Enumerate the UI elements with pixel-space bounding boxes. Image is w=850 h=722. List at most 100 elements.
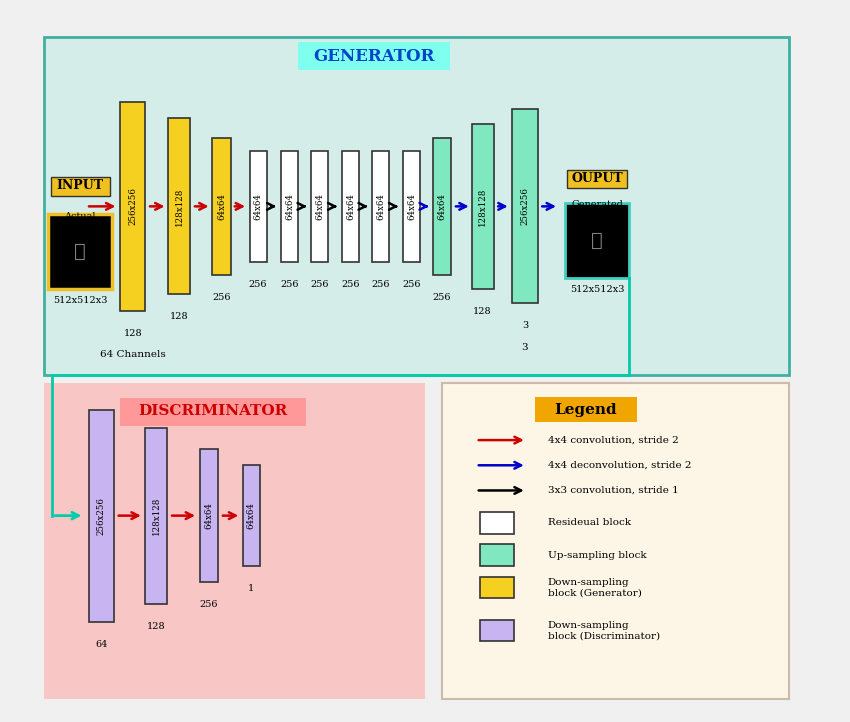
FancyArrowPatch shape [267,203,274,209]
Text: 512x512x3: 512x512x3 [570,285,624,295]
Bar [281,151,298,262]
Text: 4x4 deconvolution, stride 2: 4x4 deconvolution, stride 2 [548,461,691,470]
Text: Generated
T2 image: Generated T2 image [571,200,623,219]
Text: Down-sampling
block (Discriminator): Down-sampling block (Discriminator) [548,621,660,640]
Text: 128x128: 128x128 [152,497,161,535]
Text: 256: 256 [433,292,451,302]
Bar [120,399,306,426]
Text: 128: 128 [123,329,142,338]
Text: INPUT: INPUT [57,179,104,192]
Bar [168,118,190,295]
FancyArrowPatch shape [420,203,427,209]
Text: Legend: Legend [555,403,617,417]
Text: 256x256: 256x256 [128,188,137,225]
Text: ✋: ✋ [74,242,86,261]
Text: 256x256: 256x256 [97,497,106,534]
Bar [472,123,494,289]
FancyArrowPatch shape [456,203,466,209]
Text: 64: 64 [95,640,108,648]
Text: 256x256: 256x256 [520,188,530,225]
FancyArrowPatch shape [389,203,396,209]
FancyArrowPatch shape [55,513,78,519]
Text: 256: 256 [280,280,298,289]
Bar [480,620,514,641]
Text: 64x64: 64x64 [346,193,355,219]
Bar [43,383,425,699]
Bar [564,203,629,278]
Text: Resideual block: Resideual block [548,518,631,527]
Bar [145,427,167,604]
Bar [250,151,267,262]
FancyArrowPatch shape [479,462,521,469]
FancyArrowPatch shape [298,203,304,209]
Text: 64 Channels: 64 Channels [99,350,166,360]
Bar [120,102,145,310]
Text: 256: 256 [212,292,231,302]
FancyArrowPatch shape [359,203,366,209]
Text: 256: 256 [402,280,421,289]
Bar [403,151,420,262]
Text: 64x64: 64x64 [246,503,256,529]
Bar [480,544,514,566]
Text: 64x64: 64x64 [205,503,213,529]
Bar [200,449,218,582]
Bar [48,214,112,289]
Bar [567,170,626,188]
Text: 128x128: 128x128 [478,187,487,225]
Bar [536,397,637,422]
Bar [480,577,514,599]
FancyArrowPatch shape [150,203,162,209]
Bar [372,151,389,262]
Text: 64x64: 64x64 [315,193,325,219]
Text: 64x64: 64x64 [253,193,263,219]
Text: 4x4 convolution, stride 2: 4x4 convolution, stride 2 [548,435,678,445]
FancyArrowPatch shape [498,203,505,209]
FancyArrowPatch shape [542,203,553,209]
FancyArrowPatch shape [89,203,113,209]
Text: DISCRIMINATOR: DISCRIMINATOR [139,404,288,418]
Text: 256: 256 [311,280,329,289]
FancyArrowPatch shape [328,203,335,209]
Text: Down-sampling
block (Generator): Down-sampling block (Generator) [548,578,642,597]
Text: Actual
T1 image: Actual T1 image [57,212,104,232]
Bar [298,43,450,70]
Text: GENERATOR: GENERATOR [314,48,435,64]
Bar [88,409,114,622]
Bar [433,138,451,274]
FancyArrowPatch shape [479,487,521,494]
Bar [442,383,790,699]
Text: 64x64: 64x64 [407,193,416,219]
Text: 128: 128 [147,622,166,631]
Text: 256: 256 [371,280,390,289]
Text: 3: 3 [522,321,528,331]
Text: 256: 256 [341,280,360,289]
FancyArrowPatch shape [223,513,235,519]
Text: 128: 128 [473,307,492,316]
Text: 1: 1 [248,584,254,593]
FancyArrowPatch shape [195,203,206,209]
Text: 128x128: 128x128 [175,187,184,225]
Bar [212,138,231,274]
Text: 256: 256 [200,600,218,609]
FancyArrowPatch shape [479,437,521,443]
FancyArrowPatch shape [118,513,139,519]
Text: 3: 3 [522,343,529,352]
Text: 64x64: 64x64 [438,193,446,219]
Text: Up-sampling block: Up-sampling block [548,551,647,560]
Text: 512x512x3: 512x512x3 [53,296,107,305]
Bar [342,151,359,262]
Text: 64x64: 64x64 [217,193,226,219]
Bar [311,151,328,262]
Bar [43,38,790,375]
Text: 64x64: 64x64 [377,193,385,219]
Text: OUPUT: OUPUT [571,172,623,185]
Bar [480,512,514,534]
Bar [50,177,110,196]
Text: 3x3 convolution, stride 1: 3x3 convolution, stride 1 [548,486,678,495]
Bar [243,465,260,566]
Text: 64x64: 64x64 [285,193,294,219]
Text: ✋: ✋ [591,230,603,250]
Bar [513,109,538,303]
Text: 256: 256 [249,280,268,289]
Text: 128: 128 [170,313,189,321]
